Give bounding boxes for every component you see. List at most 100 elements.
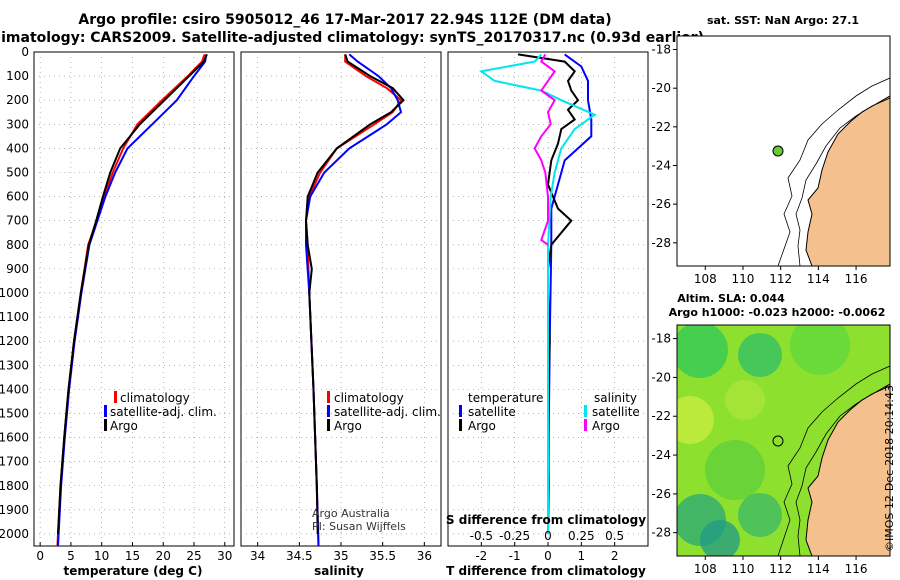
depth-axis: 0 100 200 300 400 500 600 700 800 900 1000 1100 1200…: [0, 45, 29, 541]
figure-title-line1: Argo profile: csiro 5905012_46 17-Mar-20…: [78, 12, 611, 28]
difference-series: [478, 53, 597, 535]
depth-tick-label: 800: [6, 238, 29, 252]
x-tick-label: 2: [611, 549, 619, 563]
series-line-t-satellite: [547, 53, 593, 535]
temperature-panel: 0 5 10 15 20 25 30 temperature (deg C) climato…: [33, 51, 235, 578]
depth-tick-label: 2000: [0, 527, 29, 541]
x-tick-label: 36: [417, 549, 432, 563]
x-tick-label: 0: [36, 549, 44, 563]
lat-tick-label: -20: [651, 81, 671, 95]
legend-temperature-header: temperature: [468, 391, 543, 405]
depth-tick-label: 900: [6, 262, 29, 276]
lon-tick-label: 112: [769, 562, 792, 576]
shelf-contour-inner: [795, 97, 890, 266]
legend-swatch-climatology: [114, 391, 117, 403]
x-tick-label: 15: [125, 549, 140, 563]
sla-map-frame: [676, 324, 891, 557]
x-tick-label: -1: [509, 549, 521, 563]
lat-tick-label: -24: [651, 158, 671, 172]
sla-map-lat-ticks: -18 -20 -22 -24 -26 -28: [651, 332, 677, 540]
depth-tick-label: 1900: [0, 503, 29, 517]
s-tick-label: -0.25: [499, 529, 530, 543]
x-tick-label: 35.5: [369, 549, 396, 563]
depth-tick-label: 0: [21, 45, 29, 59]
credit-text: Argo Australia: [312, 507, 390, 520]
sla-map: Altim. SLA: 0.044 Argo h1000: -0.023 h20…: [651, 292, 891, 576]
australia-land: [805, 95, 890, 266]
lat-tick-label: -22: [651, 120, 671, 134]
depth-tick-label: 1500: [0, 406, 29, 420]
sla-anomaly-patch: [700, 520, 740, 556]
depth-tick-label: 400: [6, 141, 29, 155]
depth-tick-label: 1400: [0, 382, 29, 396]
sst-map: sat. SST: NaN Argo: 27.1 -18 -20 -22 -24 -26…: [651, 14, 891, 286]
lat-tick-label: -22: [651, 409, 671, 423]
depth-tick-label: 1800: [0, 479, 29, 493]
depth-tick-label: 700: [6, 214, 29, 228]
lat-tick-label: -28: [651, 526, 671, 540]
legend-swatch-s-satellite: [584, 405, 587, 417]
lat-tick-label: -20: [651, 370, 671, 384]
s-difference-xlabel: S difference from climatology: [446, 513, 646, 527]
sla-anomaly-patch: [725, 380, 765, 420]
legend-argo: Argo: [110, 419, 138, 433]
s-tick-label: 0.25: [568, 529, 595, 543]
series-line-argo: [57, 54, 208, 535]
legend-climatology: climatology: [334, 391, 404, 405]
difference-x-ticks: -2 -1 0 1 2: [475, 542, 618, 563]
x-tick-label: 30: [217, 549, 232, 563]
series-line-climatology: [304, 54, 403, 546]
depth-tick-label: 1100: [0, 310, 29, 324]
salinity-plot-frame: [240, 51, 442, 547]
legend-swatch-climatology: [327, 391, 330, 403]
series-line-s-satellite: [478, 53, 597, 534]
series-line-satellite-adj-clim-: [305, 53, 403, 546]
sla-map-title-line1: Altim. SLA: 0.044: [677, 292, 785, 305]
sla-anomaly-patch: [790, 325, 850, 375]
timestamp-stamp: ©IMOS 12-Dec-2018 20:14:43: [883, 385, 896, 552]
pi-text: PI: Susan Wijffels: [312, 520, 406, 533]
sla-anomaly-patch: [677, 325, 728, 378]
sla-anomaly-patch: [677, 396, 714, 444]
depth-tick-label: 500: [6, 165, 29, 179]
salinity-xlabel: salinity: [314, 564, 364, 578]
s-tick-label: 0.5: [605, 529, 624, 543]
legend-s-argo: Argo: [592, 419, 620, 433]
lon-tick-label: 108: [694, 562, 717, 576]
argo-float-marker: [772, 435, 784, 447]
sla-anomaly-patch: [738, 333, 782, 377]
sla-anomaly-patch: [705, 440, 765, 500]
salinity-legend: climatology satellite-adj. clim. Argo: [327, 391, 441, 433]
s-tick-label: -0.5: [470, 529, 493, 543]
legend-swatch-argo: [327, 419, 330, 431]
depth-tick-label: 1700: [0, 455, 29, 469]
lat-tick-label: -18: [651, 43, 671, 57]
lat-tick-label: -24: [651, 448, 671, 462]
lon-tick-label: 110: [732, 272, 755, 286]
depth-tick-label: 1300: [0, 358, 29, 372]
shelf-contour-inner: [795, 385, 890, 556]
australia-land: [805, 383, 890, 556]
lat-tick-label: -28: [651, 236, 671, 250]
series-line-argo: [304, 54, 405, 535]
legend-swatch-t-satellite: [459, 405, 462, 417]
lon-tick-label: 114: [807, 272, 830, 286]
x-tick-label: 34: [250, 549, 265, 563]
lon-tick-label: 108: [694, 272, 717, 286]
x-tick-label: 10: [94, 549, 109, 563]
shelf-contour: [777, 365, 890, 556]
sla-map-title-line2: Argo h1000: -0.023 h2000: -0.0062: [669, 306, 886, 319]
depth-tick-label: 600: [6, 190, 29, 204]
x-tick-label: 20: [156, 549, 171, 563]
legend-satellite: satellite-adj. clim.: [334, 405, 441, 419]
lat-tick-label: -26: [651, 197, 671, 211]
x-tick-label: 1: [578, 549, 586, 563]
lat-tick-label: -18: [651, 332, 671, 346]
argo-float-marker: [772, 145, 784, 157]
legend-climatology: climatology: [120, 391, 190, 405]
depth-tick-label: 300: [6, 117, 29, 131]
legend-s-satellite: satellite: [592, 405, 640, 419]
lon-tick-label: 116: [845, 562, 868, 576]
temperature-x-ticks: 0 5 10 15 20 25 30: [36, 542, 232, 563]
sst-map-lat-ticks: -18 -20 -22 -24 -26 -28: [651, 43, 677, 250]
